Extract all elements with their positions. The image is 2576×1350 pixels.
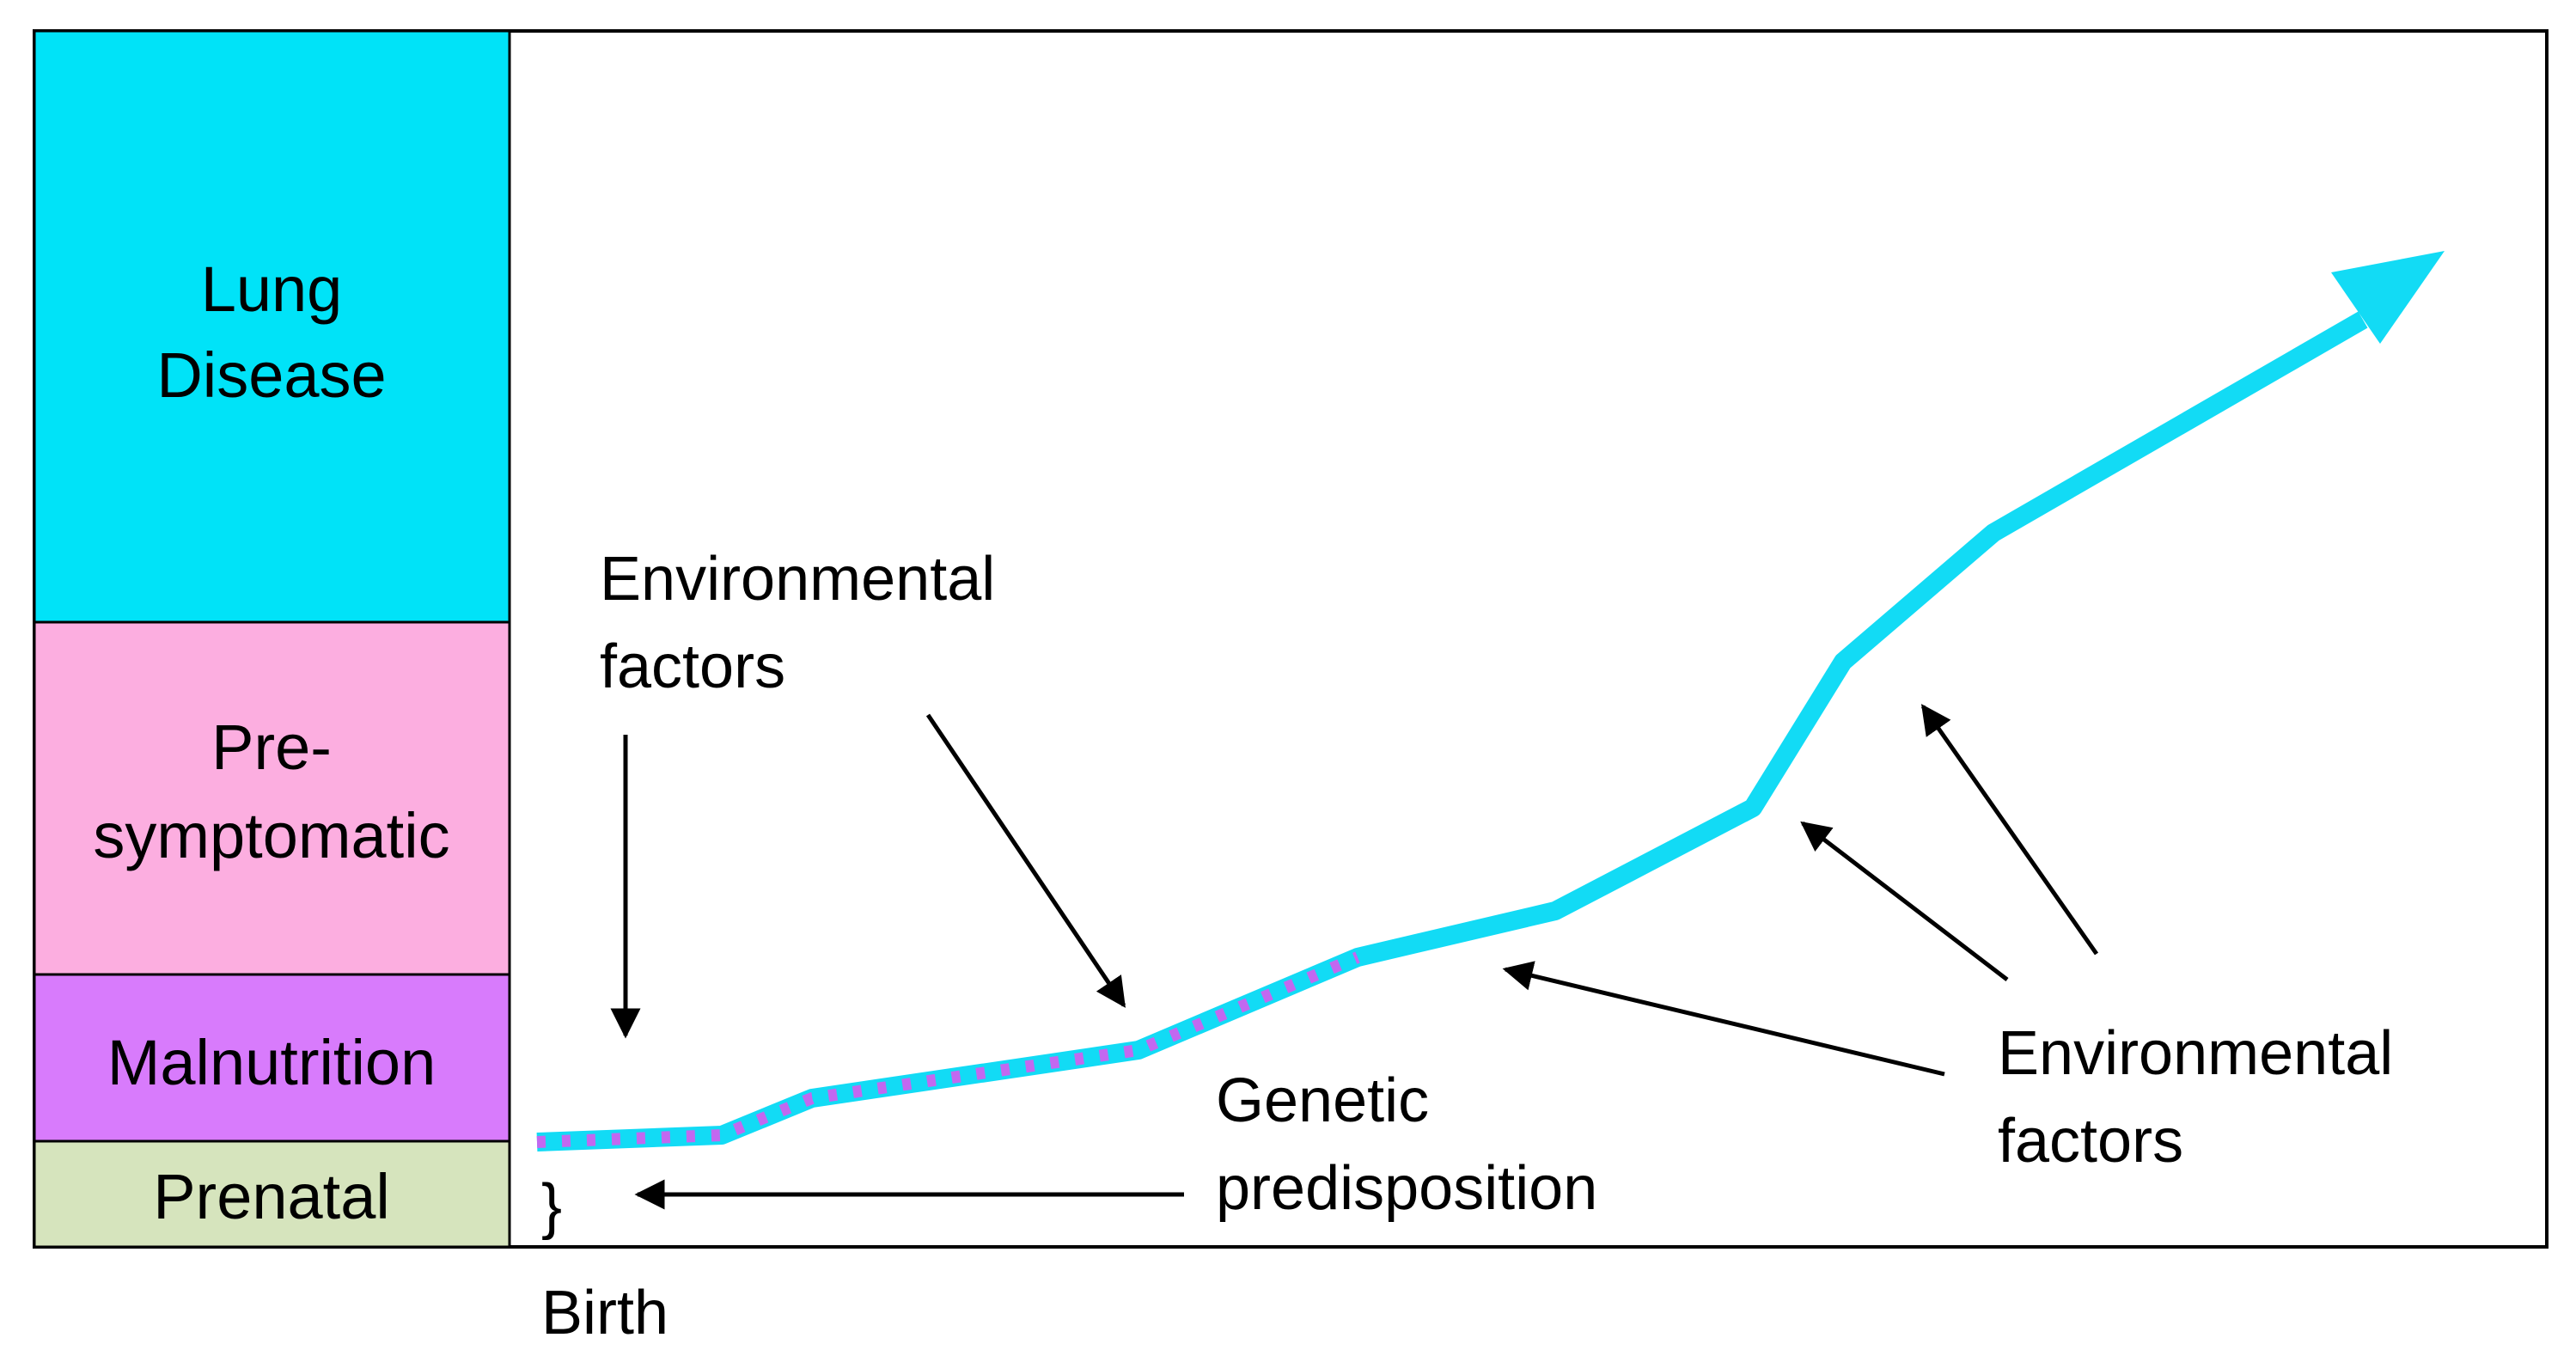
env-arrow-right-2 [1800,821,2009,981]
env-factors-left-line2: factors [600,632,785,701]
stage-box-malnutrition [33,973,511,1143]
env-arrow-diagonal [925,713,1126,1008]
birth-label: Birth [541,1279,668,1347]
stage-label-symptomatic: symptomatic [93,800,449,871]
env-arrow-right-1 [1502,961,1945,1077]
annotation-text: Environmental factors Environmental fact… [541,545,2393,1347]
genetic-line1: Genetic [1216,1066,1429,1135]
stage-box-lung-disease [33,29,511,624]
genetic-trajectory-overlay [536,951,1360,1148]
trajectory-arrowhead [2331,251,2445,344]
env-factors-left-line1: Environmental [600,545,995,614]
stage-column: Lung Disease Pre- symptomatic Malnutriti… [33,29,511,1249]
stage-label-malnutrition: Malnutrition [107,1027,436,1098]
env-arrow-right-3 [1920,704,2099,956]
stage-label-pre: Pre- [211,712,332,783]
trajectory-line [536,311,2368,1151]
stage-box-pre-symptomatic [33,620,511,976]
stage-label-disease: Disease [156,339,386,411]
annotation-arrows [610,704,2099,1210]
stage-box-prenatal [33,1139,511,1249]
birth-brace: } [541,1172,562,1241]
disease-trajectory [536,251,2445,1151]
genetic-line2: predisposition [1216,1154,1597,1223]
stage-label-prenatal: Prenatal [153,1161,390,1232]
env-factors-right-line2: factors [1998,1107,2183,1176]
env-factors-right-line1: Environmental [1998,1019,2393,1088]
stage-label-lung: Lung [201,254,343,325]
